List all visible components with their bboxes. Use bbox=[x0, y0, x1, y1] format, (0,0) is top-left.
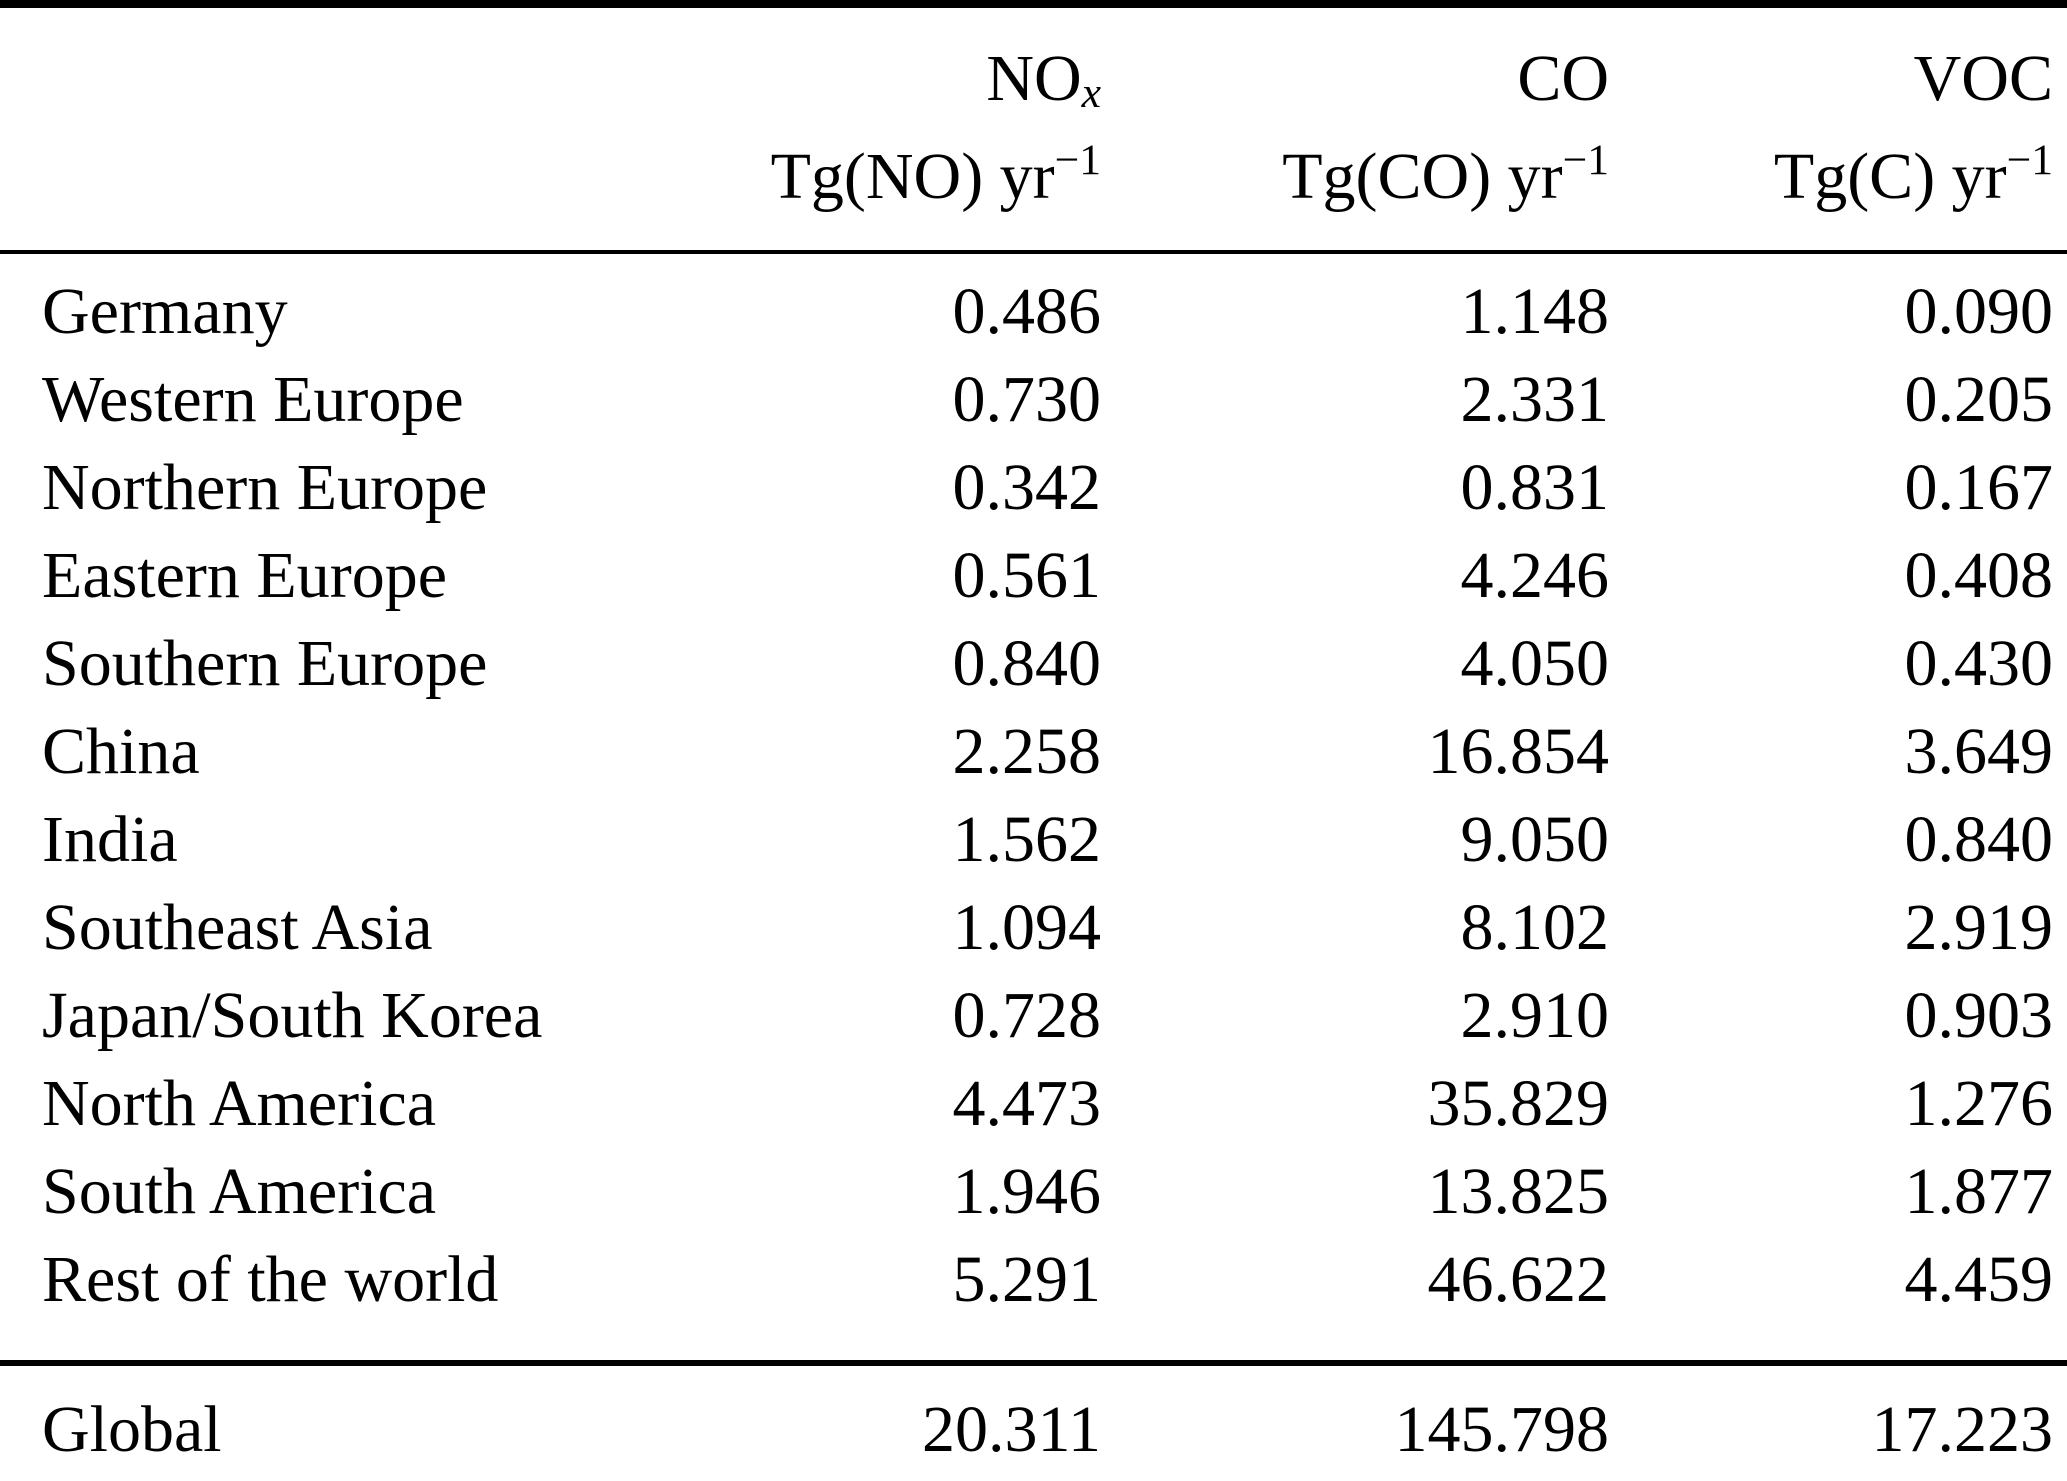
voc-value-cell: 3.649 bbox=[1904, 715, 2054, 788]
region-cell: South America bbox=[42, 1155, 437, 1228]
nox-value-cell: 1.562 bbox=[952, 803, 1102, 876]
nox-label: NO bbox=[986, 42, 1082, 115]
co-unit-exponent: −1 bbox=[1562, 136, 1609, 185]
table-row: Rest of the world 5.291 46.622 4.459 bbox=[0, 1236, 2067, 1366]
table-header: NOx CO VOC Tg(NO) yr−1 Tg(CO) yr−1 Tg(C)… bbox=[0, 4, 2067, 254]
nox-value-cell: 1.094 bbox=[952, 891, 1102, 964]
voc-label: VOC bbox=[1913, 42, 2053, 115]
table-row: Western Europe 0.730 2.331 0.205 bbox=[0, 356, 2067, 444]
nox-value-cell: 4.473 bbox=[952, 1067, 1102, 1140]
region-cell: Germany bbox=[42, 275, 288, 348]
global-nox-cell: 20.311 bbox=[921, 1393, 1101, 1466]
voc-value-cell: 1.877 bbox=[1904, 1155, 2054, 1228]
voc-unit: Tg(C) yr bbox=[1773, 140, 2007, 213]
region-cell: North America bbox=[42, 1067, 437, 1140]
table-row: Southern Europe 0.840 4.050 0.430 bbox=[0, 620, 2067, 708]
table-body: Germany 0.486 1.148 0.090 Western Europe… bbox=[0, 252, 2067, 1366]
unit-region-blank bbox=[0, 118, 640, 254]
header-species-row: NOx CO VOC bbox=[0, 4, 2067, 118]
nox-value-cell: 5.291 bbox=[640, 1236, 1101, 1366]
nox-value-cell: 0.561 bbox=[952, 539, 1102, 612]
header-units-row: Tg(NO) yr−1 Tg(CO) yr−1 Tg(C) yr−1 bbox=[0, 118, 2067, 254]
co-value-cell: 46.622 bbox=[1101, 1236, 1609, 1366]
global-label-cell: Global bbox=[42, 1393, 222, 1466]
nox-value-cell: 0.840 bbox=[952, 627, 1102, 700]
co-value-cell: 4.246 bbox=[1460, 539, 1610, 612]
nox-value-cell: 2.258 bbox=[952, 715, 1102, 788]
nox-value-cell: 0.730 bbox=[952, 363, 1102, 436]
co-value-cell: 16.854 bbox=[1427, 715, 1610, 788]
voc-value-cell: 0.430 bbox=[1904, 627, 2054, 700]
table-row: South America 1.946 13.825 1.877 bbox=[0, 1148, 2067, 1236]
region-cell: Northern Europe bbox=[42, 451, 488, 524]
header-region-blank bbox=[0, 4, 640, 118]
table-footer: Global 20.311 145.798 17.223 bbox=[0, 1363, 2067, 1481]
region-cell: Western Europe bbox=[42, 363, 464, 436]
co-label: CO bbox=[1517, 42, 1609, 115]
region-cell: Southeast Asia bbox=[42, 891, 433, 964]
voc-value-cell: 0.090 bbox=[1904, 275, 2054, 348]
table-row: India 1.562 9.050 0.840 bbox=[0, 796, 2067, 884]
nox-subscript: x bbox=[1081, 68, 1101, 117]
region-cell: India bbox=[42, 803, 178, 876]
co-value-cell: 4.050 bbox=[1460, 627, 1610, 700]
region-cell: Eastern Europe bbox=[42, 539, 447, 612]
table-row: Northern Europe 0.342 0.831 0.167 bbox=[0, 444, 2067, 532]
voc-value-cell: 1.276 bbox=[1904, 1067, 2054, 1140]
co-value-cell: 35.829 bbox=[1427, 1067, 1610, 1140]
voc-value-cell: 4.459 bbox=[1609, 1236, 2067, 1366]
co-value-cell: 1.148 bbox=[1460, 275, 1610, 348]
nox-value-cell: 0.486 bbox=[952, 275, 1102, 348]
col-unit-voc: Tg(C) yr−1 bbox=[1609, 118, 2067, 254]
nox-unit: Tg(NO) yr bbox=[770, 140, 1055, 213]
co-value-cell: 9.050 bbox=[1460, 803, 1610, 876]
col-unit-co: Tg(CO) yr−1 bbox=[1101, 118, 1609, 254]
voc-value-cell: 0.205 bbox=[1904, 363, 2054, 436]
region-cell: Japan/South Korea bbox=[42, 979, 543, 1052]
voc-value-cell: 0.167 bbox=[1904, 451, 2054, 524]
nox-value-cell: 0.728 bbox=[952, 979, 1102, 1052]
global-row: Global 20.311 145.798 17.223 bbox=[0, 1363, 2067, 1481]
co-unit: Tg(CO) yr bbox=[1282, 140, 1563, 213]
voc-value-cell: 2.919 bbox=[1904, 891, 2054, 964]
region-cell: China bbox=[42, 715, 200, 788]
co-value-cell: 2.910 bbox=[1460, 979, 1610, 1052]
table-row: Eastern Europe 0.561 4.246 0.408 bbox=[0, 532, 2067, 620]
col-header-co: CO bbox=[1101, 4, 1609, 118]
voc-value-cell: 0.903 bbox=[1904, 979, 2054, 1052]
col-unit-nox: Tg(NO) yr−1 bbox=[640, 118, 1101, 254]
table-row: Germany 0.486 1.148 0.090 bbox=[0, 252, 2067, 356]
co-value-cell: 8.102 bbox=[1460, 891, 1610, 964]
voc-value-cell: 0.408 bbox=[1904, 539, 2054, 612]
col-header-voc: VOC bbox=[1609, 4, 2067, 118]
nox-value-cell: 0.342 bbox=[952, 451, 1102, 524]
co-value-cell: 13.825 bbox=[1427, 1155, 1610, 1228]
global-co-cell: 145.798 bbox=[1394, 1393, 1610, 1466]
table-row: Japan/South Korea 0.728 2.910 0.903 bbox=[0, 972, 2067, 1060]
region-cell: Rest of the world bbox=[0, 1236, 640, 1366]
nox-unit-exponent: −1 bbox=[1054, 136, 1101, 185]
region-cell: Southern Europe bbox=[42, 627, 488, 700]
voc-unit-exponent: −1 bbox=[2006, 136, 2053, 185]
table-row: North America 4.473 35.829 1.276 bbox=[0, 1060, 2067, 1148]
col-header-nox: NOx bbox=[640, 4, 1101, 118]
voc-value-cell: 0.840 bbox=[1904, 803, 2054, 876]
table-row: China 2.258 16.854 3.649 bbox=[0, 708, 2067, 796]
co-value-cell: 0.831 bbox=[1460, 451, 1610, 524]
global-voc-cell: 17.223 bbox=[1871, 1393, 2054, 1466]
table-row: Southeast Asia 1.094 8.102 2.919 bbox=[0, 884, 2067, 972]
nox-value-cell: 1.946 bbox=[952, 1155, 1102, 1228]
co-value-cell: 2.331 bbox=[1460, 363, 1610, 436]
